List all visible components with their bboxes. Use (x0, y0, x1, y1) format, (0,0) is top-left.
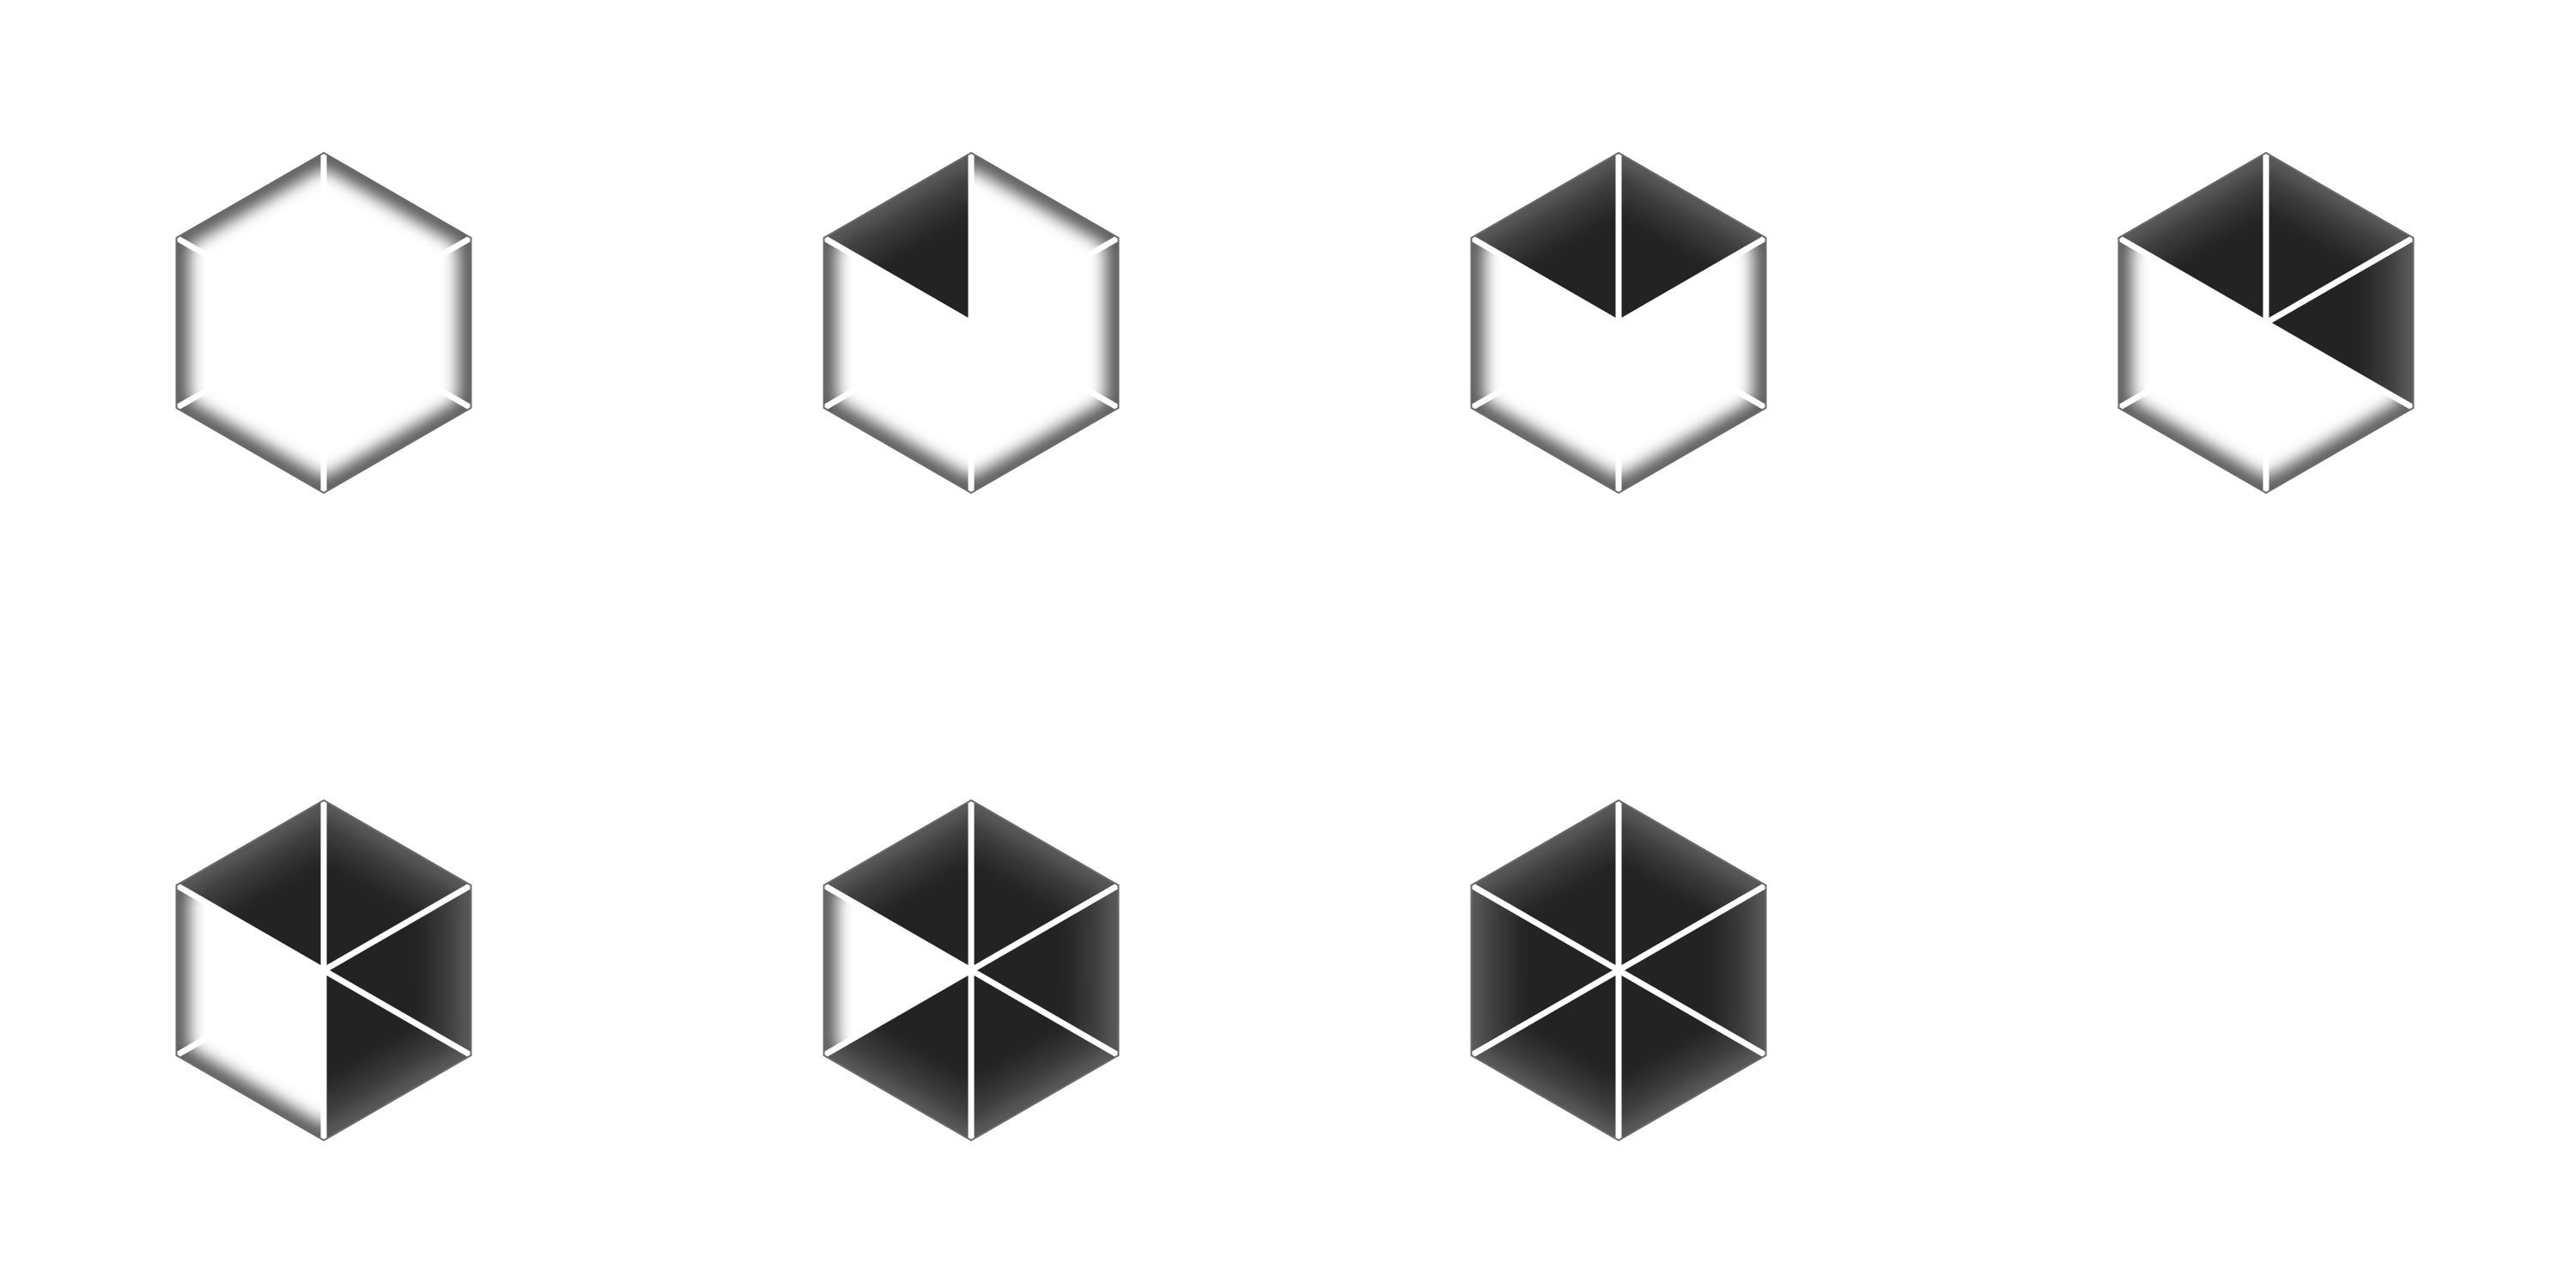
wedge-divider (1617, 319, 1768, 411)
hex-outline (823, 799, 1120, 1142)
hexagon-4 (174, 799, 473, 1142)
wedge-divider (174, 319, 325, 411)
wedge-divider (2117, 234, 2268, 326)
wedge-divider (322, 967, 473, 1059)
hexagon-0 (174, 151, 473, 495)
hex-outline (1470, 799, 1767, 1142)
wedge-divider (322, 882, 473, 974)
wedge-divider (822, 967, 973, 1059)
wedge-divider (822, 882, 973, 974)
wedge-divider (822, 234, 973, 326)
wedge-divider (969, 967, 1121, 1059)
wedge-divider (2264, 319, 2415, 411)
wedge-divider (969, 234, 1121, 326)
hexagon-5 (822, 799, 1121, 1142)
wedge-divider (1617, 882, 1768, 974)
hex-outline (1470, 151, 1767, 495)
wedge-divider (322, 234, 473, 326)
hexagon-6 (1469, 799, 1768, 1142)
hexagon-1 (822, 151, 1121, 495)
hex-outline (175, 151, 472, 495)
wedge-divider (822, 319, 973, 411)
wedge-divider (969, 319, 1121, 411)
hex-outline (823, 151, 1120, 495)
wedge-divider (174, 967, 325, 1059)
wedge-divider (1617, 234, 1768, 326)
hex-outline (2117, 151, 2415, 495)
wedge-divider (174, 234, 325, 326)
wedge-divider (1617, 967, 1768, 1059)
wedge-divider (1469, 967, 1620, 1059)
wedge-divider (969, 882, 1121, 974)
wedge-divider (2264, 234, 2415, 326)
hexagon-3 (2117, 151, 2415, 495)
wedge-divider (1469, 882, 1620, 974)
wedge-divider (322, 319, 473, 411)
hex-outline (175, 799, 472, 1142)
wedge-divider (1469, 319, 1620, 411)
wedge-divider (2117, 319, 2268, 411)
wedge-divider (1469, 234, 1620, 326)
hexagon-2 (1469, 151, 1768, 495)
wedge-divider (174, 882, 325, 974)
